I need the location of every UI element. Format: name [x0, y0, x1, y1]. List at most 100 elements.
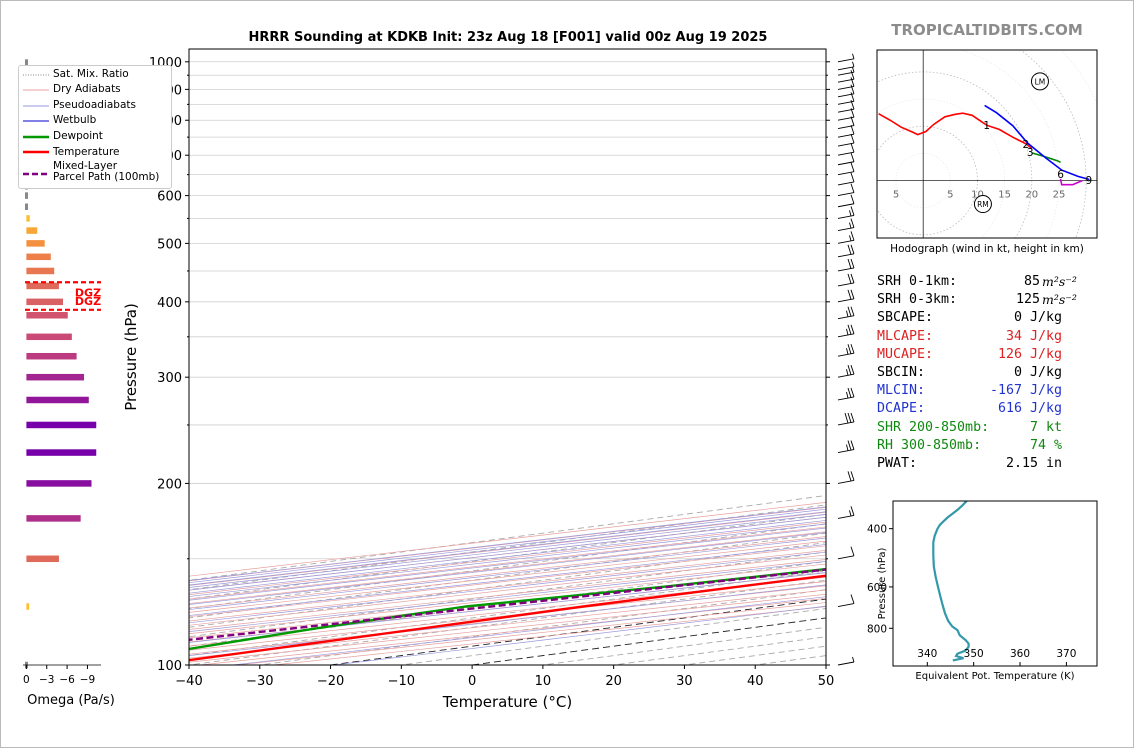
skewt-legend: Sat. Mix. Ratio Dry Adiabats Pseudoadiab… — [18, 65, 172, 189]
hodograph-trace — [879, 113, 1032, 149]
wind-barb-flag — [851, 413, 854, 422]
wind-barb-flag — [848, 259, 851, 269]
index-label: PWAT: — [877, 455, 917, 473]
x-tick-label: 50 — [818, 674, 835, 689]
wind-barb-flag — [851, 506, 854, 515]
omega-axis-label: Omega (Pa/s) — [27, 693, 115, 708]
wind-barb-half — [847, 445, 849, 451]
skewt-frame — [189, 49, 826, 665]
theta-e-x-tick-label: 370 — [1056, 648, 1076, 660]
wind-barb-staff — [838, 283, 854, 286]
theta-e-x-axis-label: Equivalent Pot. Temperature (K) — [915, 671, 1074, 682]
index-label: MUCAPE: — [877, 346, 933, 364]
omega-bar — [26, 374, 84, 381]
wind-barb-half — [853, 657, 855, 662]
omega-bar — [26, 312, 67, 319]
wind-barb-flag — [851, 259, 854, 268]
hodograph-tick-label: 25 — [1053, 190, 1066, 201]
index-value: 34 J/kg — [1006, 328, 1062, 346]
index-value: 74 % — [1030, 437, 1062, 455]
index-label: SBCAPE: — [877, 309, 933, 327]
wind-barb-staff — [838, 422, 854, 425]
omega-bar — [26, 334, 71, 341]
wind-barb-flag — [851, 290, 854, 299]
hodograph-tick-label: 20 — [1025, 190, 1038, 201]
omega-bar — [25, 204, 28, 211]
wind-barb-staff — [838, 67, 854, 70]
wind-barb-half — [853, 62, 855, 67]
index-row: DCAPE:616 J/kg — [877, 400, 1092, 418]
index-value: 125 — [1016, 291, 1040, 309]
x-tick-label: 20 — [605, 674, 622, 689]
index-label: SRH 0-1km: — [877, 273, 957, 291]
index-label: RH 300-850mb: — [877, 437, 981, 455]
theta-e-x-tick-label: 340 — [917, 648, 937, 660]
wind-barb-flag — [848, 413, 851, 423]
x-tick-label: −40 — [175, 674, 202, 689]
wind-barb-staff — [838, 240, 854, 243]
wind-barb-half — [850, 510, 852, 516]
y-tick-label: 200 — [157, 477, 182, 492]
wind-barb-flag — [851, 547, 854, 556]
index-label: SRH 0-3km: — [877, 291, 957, 309]
wind-barb-staff — [838, 480, 854, 483]
wind-barb-staff — [838, 397, 854, 400]
index-row: SHR 200-850mb:7 kt — [877, 419, 1092, 437]
legend-dry-adiabats: Dry Adiabats — [53, 83, 121, 95]
wind-barb-flag — [851, 595, 854, 604]
wind-barb-staff — [838, 228, 854, 231]
omega-bar — [26, 240, 44, 247]
theta-e-y-tick-label: 800 — [867, 623, 887, 635]
wind-barb-flag — [851, 163, 854, 172]
omega-bar — [26, 515, 80, 522]
wind-barb-half — [850, 235, 852, 241]
index-row: SBCAPE: 0 J/kg — [877, 309, 1092, 327]
y-tick-label: 500 — [157, 237, 182, 252]
wind-barb-flag — [851, 274, 854, 283]
omega-bar — [26, 215, 29, 222]
wind-barb-staff — [838, 204, 854, 207]
index-value: 0 J/kg — [1014, 309, 1062, 327]
wind-barb-flag — [851, 143, 854, 152]
omega-bar — [26, 227, 37, 234]
hodograph-tick-label: 15 — [998, 190, 1011, 201]
omega-bar — [26, 603, 29, 610]
wind-barb-staff — [838, 604, 854, 607]
index-row: MLCIN:-167 J/kg — [877, 382, 1092, 400]
wind-barb-flag — [851, 307, 854, 316]
index-value: 7 kt — [1030, 419, 1062, 437]
omega-bar — [26, 299, 63, 306]
index-unit: m²s⁻² — [1042, 273, 1077, 291]
omega-bar — [26, 268, 54, 275]
legend-parcel-path: Mixed-Layer Parcel Path (100mb) — [53, 161, 159, 183]
omega-tick-label: −6 — [59, 674, 75, 686]
wind-barb-flag — [851, 173, 854, 182]
x-tick-label: −20 — [317, 674, 344, 689]
omega-bar — [25, 192, 28, 199]
x-tick-label: 10 — [535, 674, 552, 689]
theta-e-line — [933, 501, 968, 660]
wind-barb-half — [850, 210, 852, 216]
wind-barb-flag — [851, 134, 854, 143]
y-tick-label: 400 — [157, 296, 182, 311]
index-label: MLCIN: — [877, 382, 925, 400]
x-tick-label: 0 — [468, 674, 476, 689]
wind-barb-staff — [838, 215, 854, 218]
hodograph-tick-label: 5 — [893, 190, 899, 201]
chart-title: HRRR Sounding at KDKB Init: 23z Aug 18 [… — [249, 30, 768, 45]
index-value: 126 J/kg — [998, 346, 1062, 364]
y-tick-label: 100 — [157, 659, 182, 674]
wind-barb-flag — [851, 219, 854, 228]
x-tick-label: −30 — [246, 674, 273, 689]
wind-barb-flag — [848, 344, 851, 354]
index-row: RH 300-850mb: 74 % — [877, 437, 1092, 455]
wind-barb-staff — [838, 334, 854, 337]
wind-barb-staff — [838, 268, 854, 271]
hodograph-height-label: 6 — [1057, 169, 1064, 181]
wind-barb-flag — [848, 290, 851, 300]
wind-barb-flag — [851, 231, 854, 240]
